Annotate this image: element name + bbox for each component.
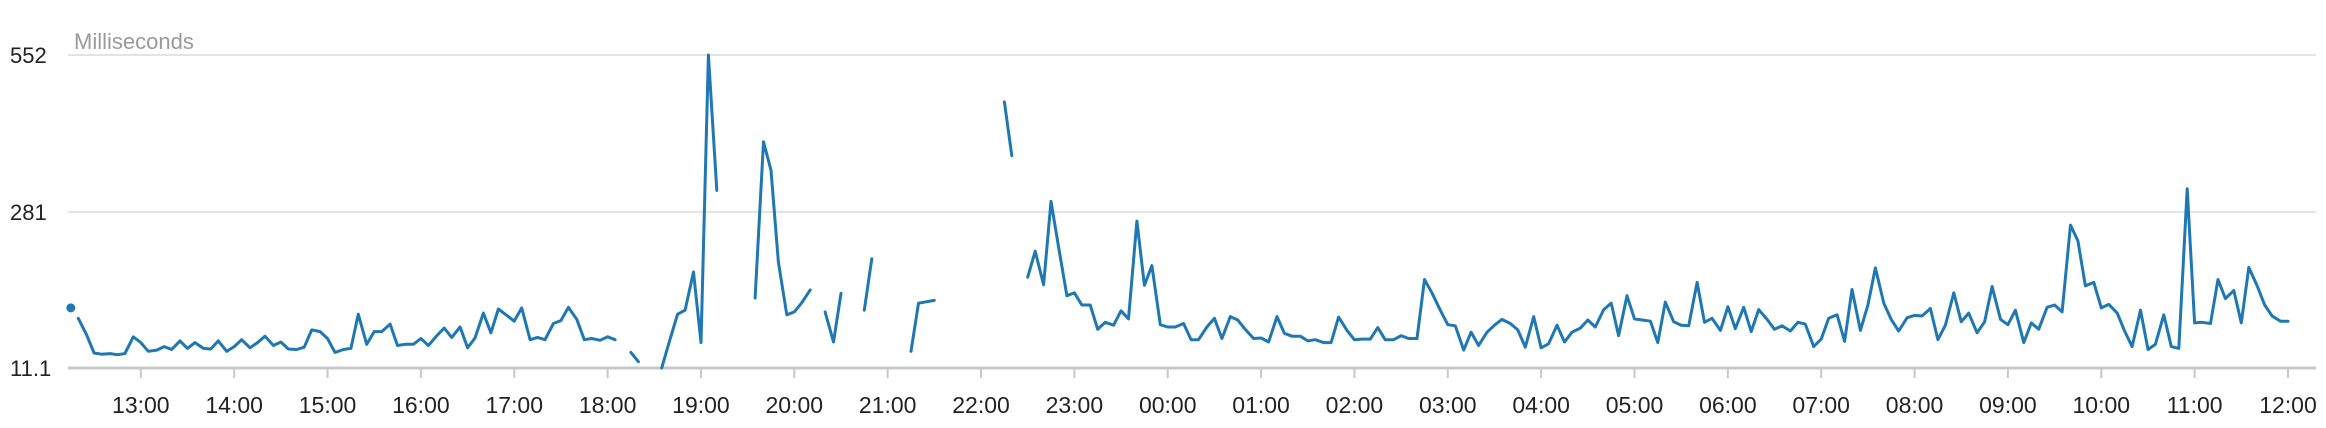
series-point — [66, 303, 76, 313]
y-tick-label: 281 — [10, 200, 47, 225]
x-tick-label: 06:00 — [1699, 392, 1757, 418]
series-line-segment — [862, 257, 874, 312]
x-axis-ticks: 13:00 14:00 15:00 16:00 17:00 18:00 19:00 20:00… — [112, 368, 2317, 418]
x-tick-label: 19:00 — [672, 392, 730, 418]
x-tick-label: 08:00 — [1886, 392, 1944, 418]
x-tick-label: 02:00 — [1326, 392, 1384, 418]
series-layer — [66, 53, 2290, 370]
y-axis-ticks: 552 281 11.1 — [10, 43, 51, 381]
gridlines — [68, 54, 2316, 370]
series-line-segment — [76, 305, 617, 357]
x-tick-label: 20:00 — [766, 392, 824, 418]
y-tick-label: 11.1 — [10, 356, 51, 381]
series-line-segment — [753, 140, 812, 317]
series-line-segment — [823, 291, 843, 344]
x-tick-label: 12:00 — [2259, 392, 2317, 418]
x-tick-label: 16:00 — [392, 392, 450, 418]
x-tick-label: 22:00 — [952, 392, 1010, 418]
x-tick-label: 01:00 — [1232, 392, 1290, 418]
x-tick-label: 04:00 — [1512, 392, 1570, 418]
x-tick-label: 23:00 — [1046, 392, 1104, 418]
x-tick-label: 09:00 — [1979, 392, 2037, 418]
series-line-segment — [1026, 187, 2290, 352]
x-tick-label: 21:00 — [859, 392, 917, 418]
y-tick-label: 552 — [10, 43, 47, 68]
x-tick-label: 18:00 — [579, 392, 637, 418]
x-tick-label: 00:00 — [1139, 392, 1197, 418]
unit-label: Milliseconds — [74, 29, 194, 54]
x-tick-label: 07:00 — [1792, 392, 1850, 418]
series-line-segment — [909, 298, 936, 353]
x-tick-label: 13:00 — [112, 392, 170, 418]
series-line-segment — [629, 350, 640, 364]
x-tick-label: 11:00 — [2167, 392, 2223, 418]
x-tick-label: 05:00 — [1606, 392, 1664, 418]
x-tick-label: 15:00 — [299, 392, 357, 418]
x-tick-label: 03:00 — [1419, 392, 1477, 418]
series-line-segment — [1002, 100, 1014, 158]
x-tick-label: 17:00 — [485, 392, 543, 418]
series-line-segment — [660, 53, 719, 370]
x-tick-label: 14:00 — [205, 392, 263, 418]
x-tick-label: 10:00 — [2073, 392, 2131, 418]
